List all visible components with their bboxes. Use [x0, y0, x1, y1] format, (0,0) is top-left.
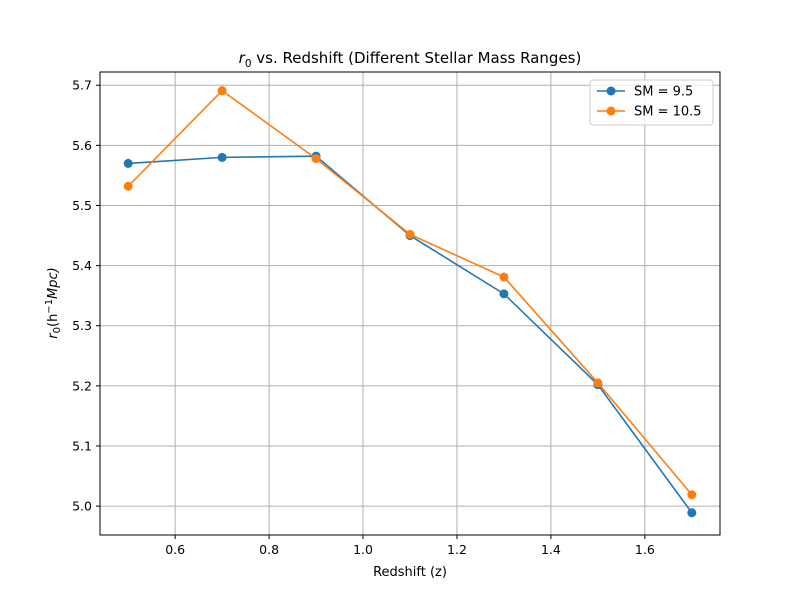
legend: SM = 9.5 SM = 10.5 — [589, 79, 714, 126]
x-axis-label: Redshift (z) — [373, 565, 447, 580]
x-tick-label: 1.4 — [541, 542, 561, 557]
x-tick-label: 0.6 — [165, 542, 185, 557]
ticks: 0.6 0.8 1.0 1.2 1.4 1.6 5.0 5.1 5.2 5.3 5.4 5.5 5.6 5… — [72, 78, 655, 557]
x-tick-label: 1.0 — [353, 542, 373, 557]
data-point-sm-10-5 — [687, 490, 697, 500]
legend-label-sm-10-5: SM = 10.5 — [634, 105, 702, 120]
data-point-sm-9-5 — [499, 289, 509, 299]
x-tick-label: 0.8 — [259, 542, 279, 557]
data-point-sm-10-5 — [593, 378, 603, 388]
y-axis-label: r0(h−1Mpc) — [44, 267, 63, 338]
legend-marker-sm-10-5 — [606, 106, 616, 116]
grid — [100, 72, 720, 535]
x-tick-label: 1.2 — [447, 542, 467, 557]
data-point-sm-9-5 — [687, 508, 697, 518]
x-tick-label: 1.6 — [635, 542, 655, 557]
axes-frame — [99, 71, 721, 536]
plot-area — [100, 72, 720, 535]
chart-title: r0 vs. Redshift (Different Stellar Mass … — [239, 49, 582, 70]
data-point-sm-10-5 — [499, 272, 509, 282]
data-point-sm-10-5 — [123, 181, 133, 191]
data-point-sm-10-5 — [311, 154, 321, 164]
y-tick-label: 5.3 — [72, 318, 92, 333]
series-sm-10-5 — [123, 86, 697, 500]
data-point-sm-9-5 — [217, 152, 227, 162]
series-layer — [123, 86, 697, 518]
data-point-sm-9-5 — [123, 158, 133, 168]
y-tick-label: 5.5 — [72, 198, 92, 213]
axes-spines — [99, 71, 721, 536]
legend-marker-sm-9-5 — [606, 86, 616, 96]
y-tick-label: 5.7 — [72, 78, 92, 93]
y-tick-label: 5.1 — [72, 439, 92, 454]
y-tick-label: 5.2 — [72, 378, 92, 393]
y-tick-label: 5.4 — [72, 258, 92, 273]
y-tick-label: 5.0 — [72, 499, 92, 514]
data-point-sm-10-5 — [405, 229, 415, 239]
y-tick-label: 5.6 — [72, 138, 92, 153]
legend-label-sm-9-5: SM = 9.5 — [634, 85, 693, 100]
data-point-sm-10-5 — [217, 86, 227, 96]
